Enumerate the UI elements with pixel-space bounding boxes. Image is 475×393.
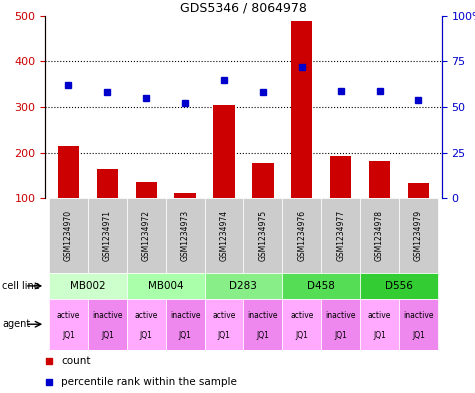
Text: JQ1: JQ1 [256, 331, 269, 340]
Text: D458: D458 [307, 281, 335, 291]
Text: GSM1234974: GSM1234974 [219, 210, 228, 261]
Text: MB004: MB004 [148, 281, 183, 291]
Bar [399, 299, 438, 350]
Text: GSM1234973: GSM1234973 [180, 210, 190, 261]
Text: active: active [57, 310, 80, 320]
Bar [49, 198, 88, 273]
Text: inactive: inactive [247, 310, 278, 320]
Text: GSM1234972: GSM1234972 [142, 210, 151, 261]
Text: GSM1234971: GSM1234971 [103, 210, 112, 261]
Bar [88, 299, 127, 350]
Bar [282, 273, 360, 299]
Text: count: count [61, 356, 91, 365]
Bar [408, 184, 429, 198]
Bar [213, 105, 235, 198]
Text: JQ1: JQ1 [62, 331, 75, 340]
Bar [88, 198, 127, 273]
Text: JQ1: JQ1 [295, 331, 308, 340]
Text: JQ1: JQ1 [140, 331, 152, 340]
Bar [321, 198, 360, 273]
Text: GSM1234970: GSM1234970 [64, 210, 73, 261]
Bar [282, 198, 321, 273]
Text: JQ1: JQ1 [218, 331, 230, 340]
Bar [330, 156, 352, 198]
Text: JQ1: JQ1 [373, 331, 386, 340]
Text: inactive: inactive [92, 310, 123, 320]
Bar [174, 193, 196, 198]
Text: JQ1: JQ1 [334, 331, 347, 340]
Bar [49, 299, 88, 350]
Bar [321, 299, 360, 350]
Bar [360, 273, 438, 299]
Bar [205, 299, 243, 350]
Bar [291, 21, 313, 198]
Text: inactive: inactive [170, 310, 200, 320]
Bar [282, 299, 321, 350]
Bar [399, 198, 438, 273]
Text: agent: agent [2, 319, 30, 329]
Text: cell line: cell line [2, 281, 40, 291]
Text: percentile rank within the sample: percentile rank within the sample [61, 377, 237, 387]
Bar [360, 299, 399, 350]
Bar [96, 169, 118, 198]
Bar [243, 198, 282, 273]
Text: active: active [368, 310, 391, 320]
Text: JQ1: JQ1 [101, 331, 114, 340]
Text: inactive: inactive [403, 310, 434, 320]
Bar [135, 182, 157, 198]
Text: D283: D283 [229, 281, 257, 291]
Bar [166, 299, 205, 350]
Bar [58, 146, 79, 198]
Bar [127, 273, 205, 299]
Text: GSM1234975: GSM1234975 [258, 210, 267, 261]
Text: GSM1234978: GSM1234978 [375, 210, 384, 261]
Bar [360, 198, 399, 273]
Text: active: active [134, 310, 158, 320]
Text: inactive: inactive [325, 310, 356, 320]
Text: MB002: MB002 [70, 281, 106, 291]
Bar [252, 163, 274, 198]
Bar [49, 273, 127, 299]
Text: D556: D556 [385, 281, 413, 291]
Bar [243, 299, 282, 350]
Text: active: active [212, 310, 236, 320]
Bar [166, 198, 205, 273]
Bar [127, 198, 166, 273]
Text: GSM1234979: GSM1234979 [414, 210, 423, 261]
Text: GSM1234977: GSM1234977 [336, 210, 345, 261]
Text: JQ1: JQ1 [179, 331, 191, 340]
Bar [205, 273, 282, 299]
Text: GSM1234976: GSM1234976 [297, 210, 306, 261]
Bar [205, 198, 243, 273]
Text: JQ1: JQ1 [412, 331, 425, 340]
Title: GDS5346 / 8064978: GDS5346 / 8064978 [180, 2, 307, 15]
Bar [127, 299, 166, 350]
Bar [369, 161, 390, 198]
Text: active: active [290, 310, 314, 320]
